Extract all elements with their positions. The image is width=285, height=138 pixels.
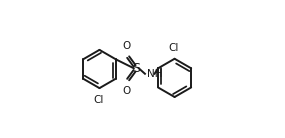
- Text: S: S: [132, 62, 140, 75]
- Text: NH: NH: [146, 69, 162, 79]
- Text: Cl: Cl: [93, 95, 104, 105]
- Text: Cl: Cl: [168, 43, 178, 53]
- Text: O: O: [123, 86, 131, 96]
- Text: O: O: [123, 41, 131, 51]
